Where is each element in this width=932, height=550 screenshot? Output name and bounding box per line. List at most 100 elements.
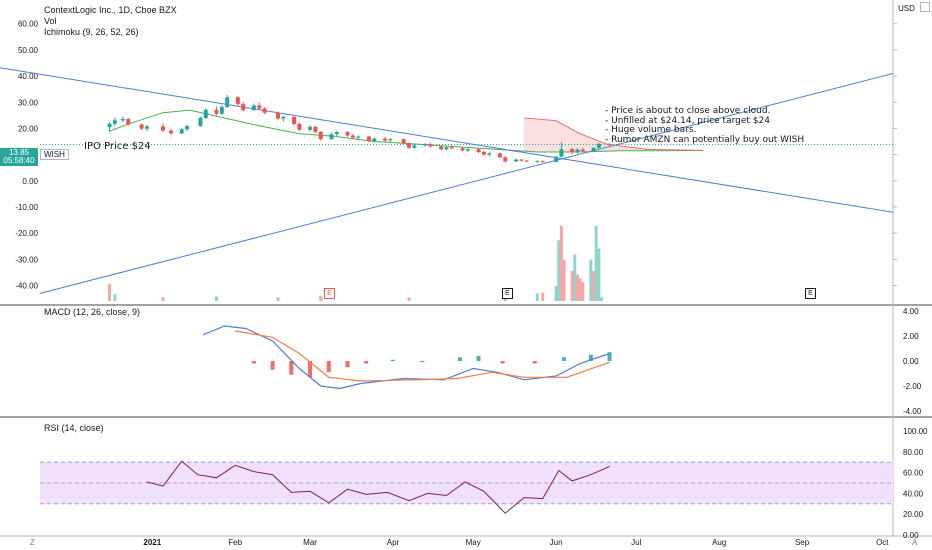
candle-body — [607, 143, 612, 145]
candle-body — [251, 105, 256, 111]
candle-body — [580, 149, 585, 151]
volume-bar — [570, 271, 574, 301]
macd-tick-label: 0.00 — [903, 357, 919, 366]
candle-body — [423, 144, 428, 146]
macd-histogram-bar — [588, 354, 593, 361]
volume-bar — [559, 226, 563, 301]
notes-annotation[interactable]: - Price is about to close above cloud. -… — [605, 106, 804, 145]
y-tick-label: -40.00 — [15, 282, 38, 291]
candle-body — [559, 149, 564, 157]
volume-bar — [594, 226, 598, 301]
x-tick-label: Mar — [303, 538, 317, 547]
y-tick-label: -30.00 — [15, 255, 38, 264]
candle-body — [292, 116, 297, 124]
volume-bar — [541, 292, 545, 301]
ichimoku-span-b — [523, 117, 704, 151]
candle-body — [334, 132, 339, 135]
candle-body — [350, 135, 355, 138]
candle-body — [481, 152, 486, 155]
candle-body — [540, 161, 545, 163]
candle-body — [318, 131, 323, 140]
macd-tick-label: 4.00 — [903, 307, 919, 316]
macd-histogram-bar — [562, 357, 567, 361]
y-tick-label: 20.00 — [18, 124, 39, 133]
candle-body — [388, 139, 393, 141]
candle-body — [460, 148, 465, 151]
earnings-marker[interactable]: E — [324, 288, 335, 299]
rsi-tick-label: 40.00 — [903, 489, 924, 498]
candle-body — [219, 106, 224, 114]
y-tick-label: 60.00 — [18, 20, 39, 29]
trendline — [39, 72, 894, 294]
y-tick-label: 40.00 — [18, 72, 39, 81]
candle-body — [126, 119, 131, 125]
rsi-tick-label: 80.00 — [903, 448, 924, 457]
candle-body — [591, 147, 596, 151]
volume-bar — [581, 282, 585, 301]
candle-body — [476, 149, 481, 152]
candle-body — [412, 145, 417, 148]
macd-histogram-bar — [364, 361, 369, 364]
candle-body — [257, 105, 262, 109]
candle-body — [407, 143, 412, 148]
candle-body — [596, 143, 601, 148]
macd-signal-line — [235, 330, 610, 382]
y-tick-label: 50.00 — [18, 46, 39, 55]
rsi-tick-label: 20.00 — [903, 510, 924, 519]
candle-body — [503, 157, 508, 162]
settings-toggle-icon[interactable] — [920, 2, 930, 12]
x-tick-label: Jun — [550, 538, 563, 547]
volume-bar — [276, 297, 280, 301]
last-price: 13.85 — [8, 148, 30, 157]
candle-body — [439, 146, 444, 150]
earnings-marker[interactable]: E — [805, 288, 816, 299]
macd-histogram-bar — [390, 359, 395, 361]
candle-body — [487, 153, 492, 155]
x-tick-label: Feb — [228, 538, 242, 547]
chart-title: ContextLogic Inc., 1D, Cboe BZX Vol Ichi… — [44, 5, 177, 37]
macd-histogram-bar — [500, 361, 505, 364]
macd-tick-label: 2.00 — [903, 332, 919, 341]
candle-body — [179, 129, 184, 134]
macd-histogram-bar — [251, 361, 256, 364]
volume-bar — [535, 293, 539, 301]
x-tick-label: Jul — [631, 538, 641, 547]
candle-body — [308, 126, 313, 130]
candle-body — [366, 136, 371, 142]
macd-histogram-bar — [607, 352, 612, 361]
candle-body — [329, 134, 334, 140]
candle-body — [519, 159, 524, 161]
candle-body — [356, 136, 361, 138]
note-line: - Unfilled at $24.14, price target $24 — [605, 115, 770, 126]
candle-body — [313, 126, 318, 132]
candle-body — [241, 104, 246, 111]
candle-body — [513, 159, 518, 162]
volume-bar — [562, 259, 566, 301]
candle-body — [144, 126, 149, 129]
zoom-icon[interactable]: Z — [30, 538, 35, 547]
auto-scale-icon[interactable]: A — [912, 538, 918, 547]
volume-bar — [589, 259, 593, 301]
x-tick-label: 2021 — [143, 538, 161, 547]
last-price-tag: 13.85 05:58:40 — [0, 148, 38, 166]
volume-bar — [554, 286, 558, 301]
rsi-tick-label: 0.00 — [903, 531, 919, 540]
ipo-annotation[interactable]: IPO Price $24 — [84, 141, 151, 152]
candle-body — [465, 149, 470, 151]
macd-histogram-bar — [345, 361, 350, 368]
candle-body — [401, 139, 406, 144]
volume-bar — [592, 271, 596, 301]
axis-unit-label[interactable]: USD — [898, 4, 915, 13]
bar-countdown: 05:58:40 — [3, 156, 35, 165]
volume-bar — [214, 296, 218, 301]
macd-histogram-bar — [457, 357, 462, 361]
candle-body — [382, 138, 387, 141]
macd-histogram-bar — [420, 361, 425, 363]
earnings-marker[interactable]: E — [502, 288, 513, 299]
volume-bar — [319, 295, 323, 301]
candle-body — [214, 109, 219, 114]
candle-body — [203, 109, 208, 118]
macd-histogram-bar — [308, 361, 313, 378]
candle-body — [297, 123, 302, 130]
